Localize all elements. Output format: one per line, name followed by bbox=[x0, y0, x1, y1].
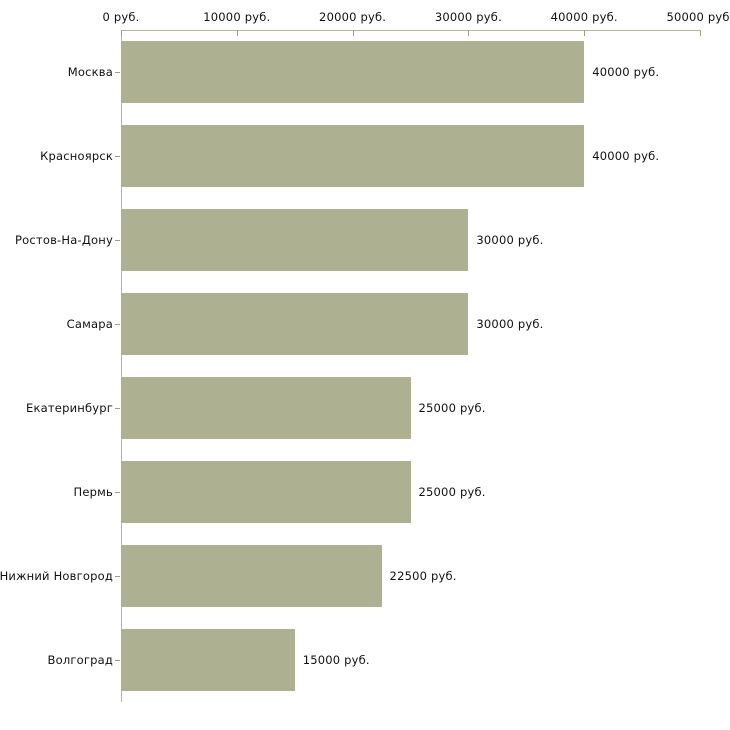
bar[interactable] bbox=[121, 544, 382, 608]
y-tick-mark bbox=[115, 240, 120, 241]
y-category-label: Ростов-На-Дону bbox=[15, 233, 113, 247]
y-tick-mark bbox=[115, 324, 120, 325]
bar[interactable] bbox=[121, 292, 469, 356]
x-axis-line bbox=[121, 30, 701, 31]
bar-value-label: 30000 руб. bbox=[476, 233, 544, 247]
x-tick-mark bbox=[584, 30, 586, 36]
y-tick-mark bbox=[115, 492, 120, 493]
y-tick-mark bbox=[115, 72, 120, 73]
bar-value-label: 25000 руб. bbox=[418, 401, 486, 415]
y-category-label: Нижний Новгород bbox=[0, 569, 113, 583]
y-tick-mark bbox=[115, 660, 120, 661]
bar-value-label: 22500 руб. bbox=[389, 569, 457, 583]
x-tick-label: 30000 руб. bbox=[434, 10, 502, 24]
x-tick-label: 50000 руб. bbox=[666, 10, 730, 24]
y-category-label: Волгоград bbox=[47, 653, 113, 667]
x-tick-mark bbox=[121, 30, 122, 36]
y-category-label: Красноярск bbox=[40, 149, 113, 163]
bar[interactable] bbox=[121, 208, 469, 272]
bar[interactable] bbox=[121, 376, 411, 440]
bar[interactable] bbox=[121, 124, 585, 188]
y-tick-mark bbox=[115, 576, 120, 577]
x-tick-mark bbox=[352, 30, 354, 36]
bar-value-label: 40000 руб. bbox=[592, 65, 660, 79]
bar[interactable] bbox=[121, 460, 411, 524]
x-tick-label: 20000 руб. bbox=[319, 10, 387, 24]
y-axis-line bbox=[121, 30, 122, 702]
bar-value-label: 30000 руб. bbox=[476, 317, 544, 331]
y-category-label: Пермь bbox=[73, 485, 113, 499]
bar-value-label: 15000 руб. bbox=[302, 653, 370, 667]
bar-value-label: 25000 руб. bbox=[418, 485, 486, 499]
x-tick-label: 40000 руб. bbox=[550, 10, 618, 24]
x-tick-label: 0 руб. bbox=[102, 10, 140, 24]
x-tick-mark bbox=[700, 30, 701, 36]
bar-value-label: 40000 руб. bbox=[592, 149, 660, 163]
bar[interactable] bbox=[121, 628, 295, 692]
y-category-label: Самара bbox=[66, 317, 113, 331]
y-category-label: Екатеринбург bbox=[26, 401, 113, 415]
x-tick-mark bbox=[468, 30, 470, 36]
x-tick-label: 10000 руб. bbox=[203, 10, 271, 24]
y-tick-mark bbox=[115, 408, 120, 409]
y-category-label: Москва bbox=[67, 65, 113, 79]
bar[interactable] bbox=[121, 40, 585, 104]
y-tick-mark bbox=[115, 156, 120, 157]
x-tick-mark bbox=[236, 30, 238, 36]
